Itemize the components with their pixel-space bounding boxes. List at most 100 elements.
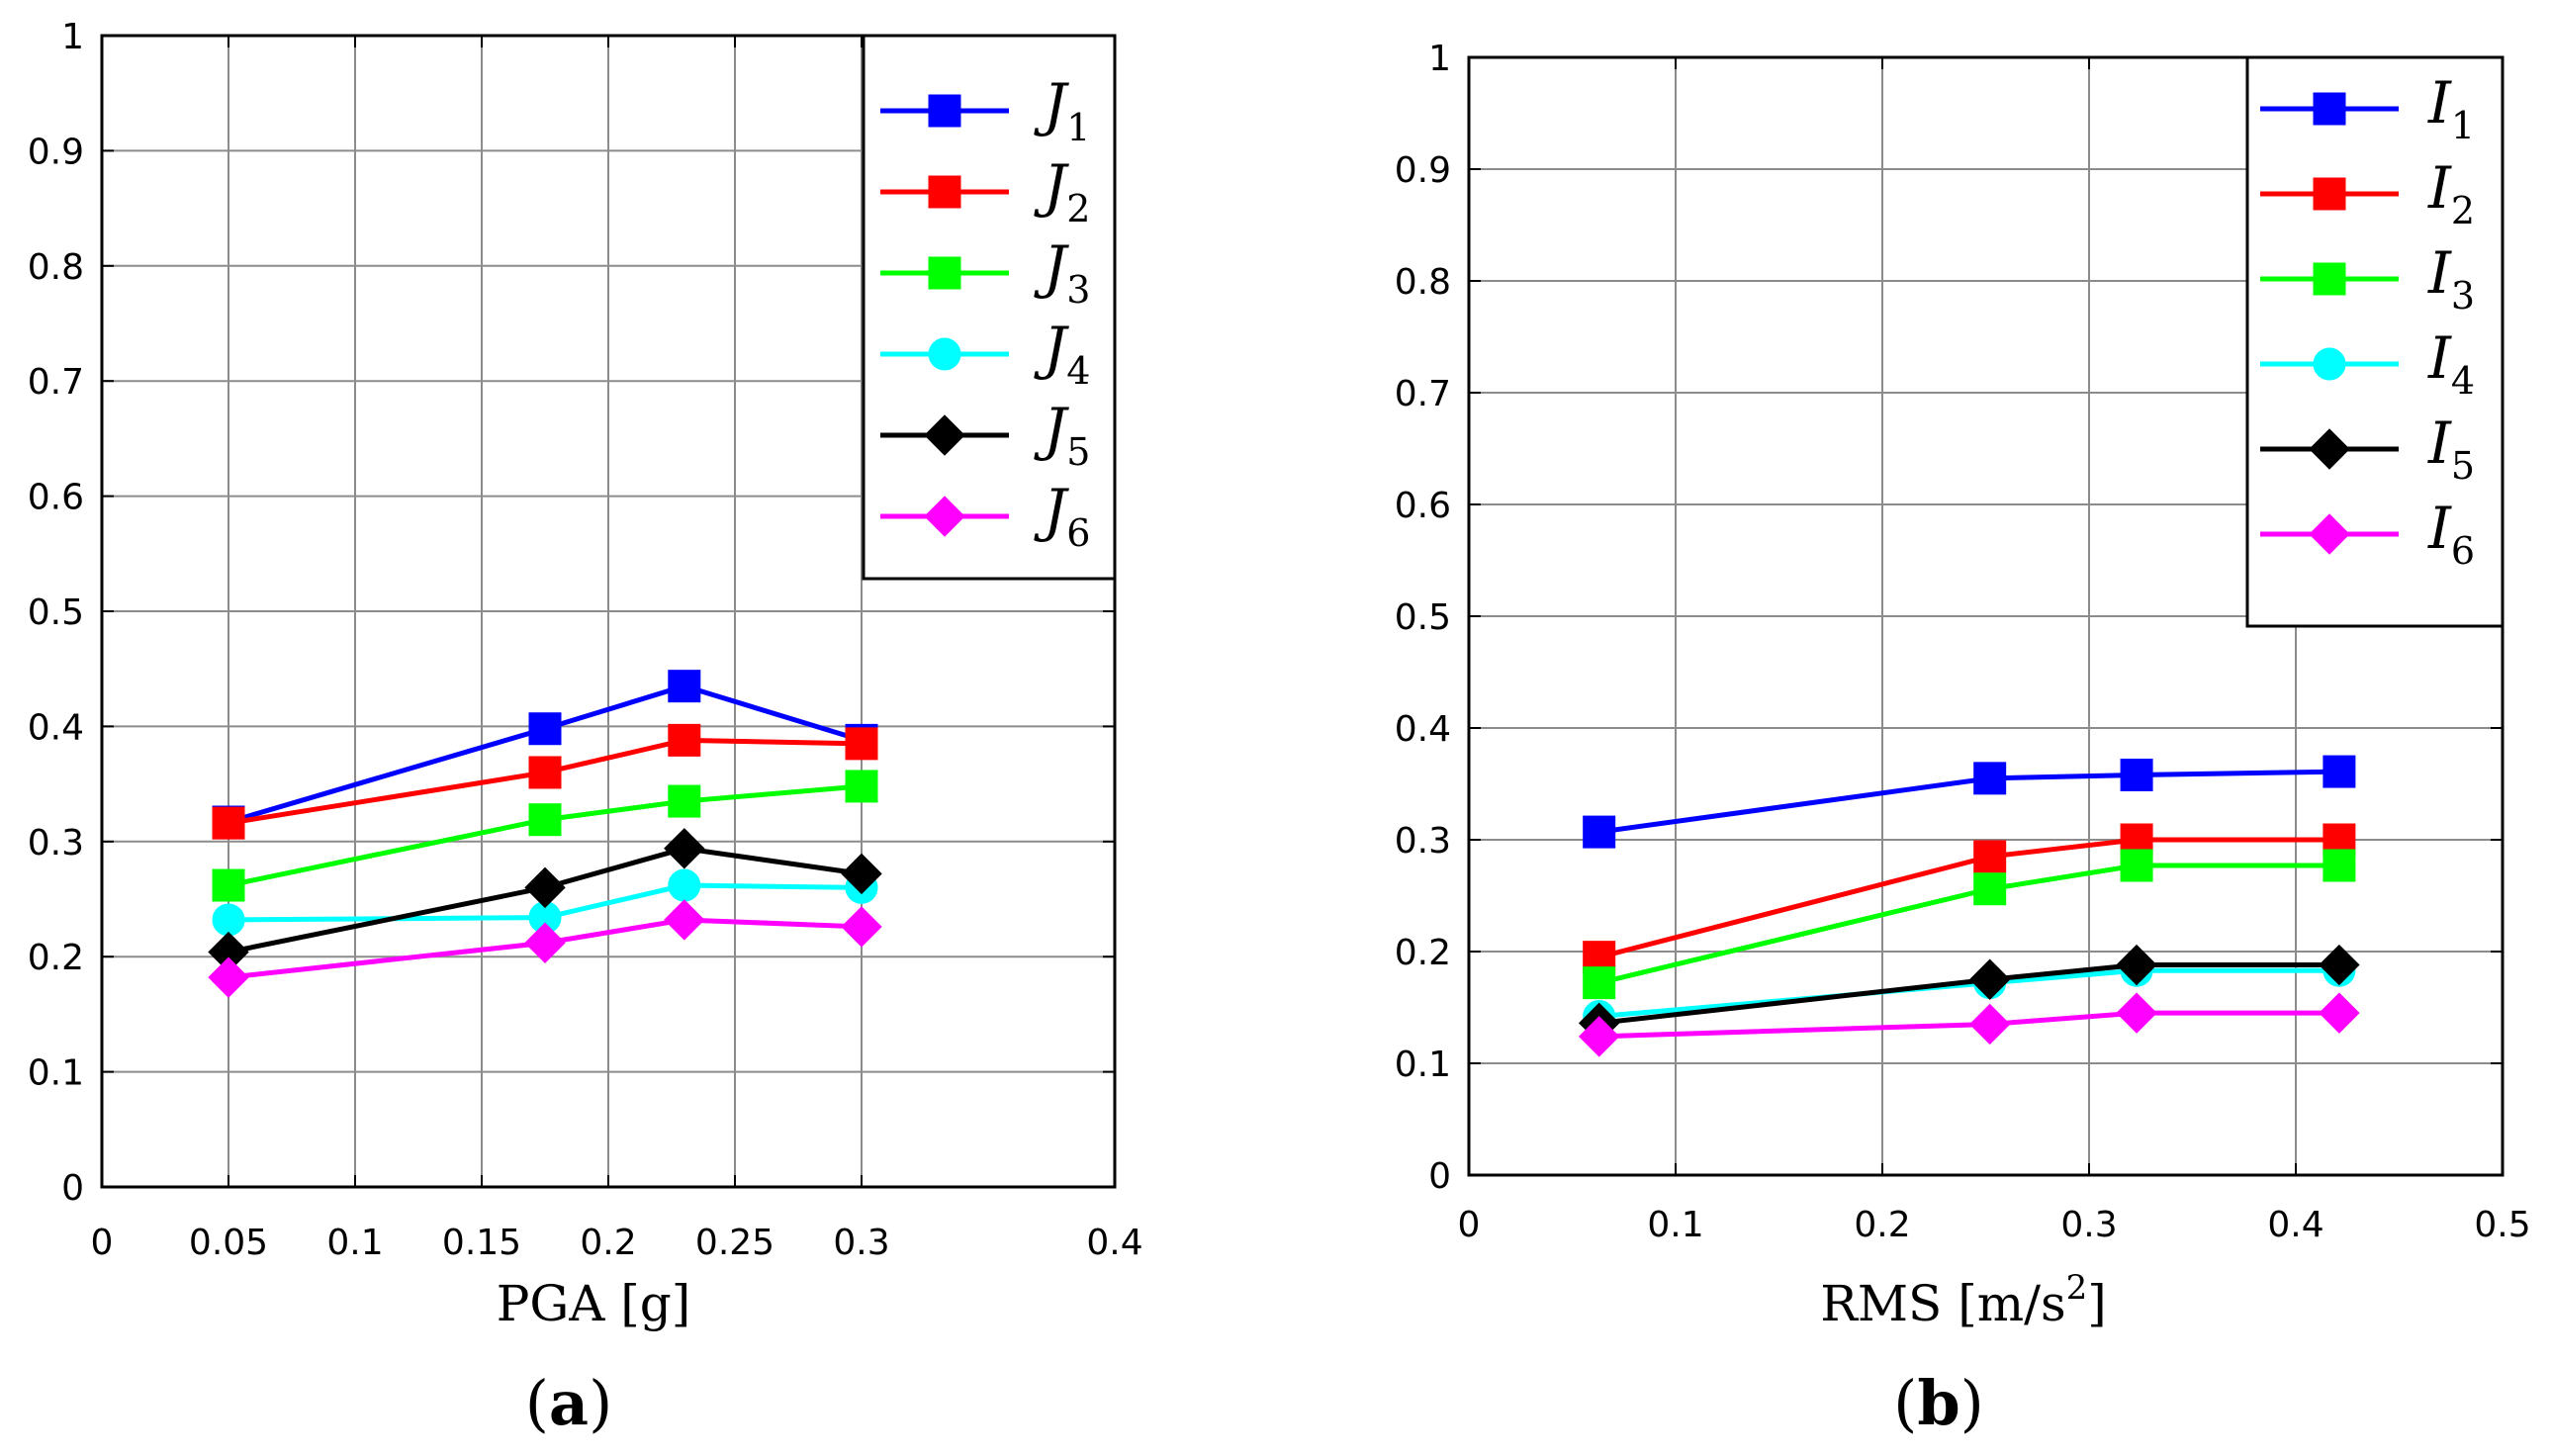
x-axis-label-text: RMS [m/s bbox=[1820, 1275, 2065, 1332]
y-tick-label: 0 bbox=[1428, 1156, 1451, 1197]
data-point bbox=[668, 868, 701, 902]
data-point bbox=[668, 670, 701, 703]
data-point bbox=[2319, 944, 2360, 986]
y-tick-label: 0.7 bbox=[1395, 374, 1451, 414]
y-tick-label: 0.2 bbox=[1395, 933, 1451, 973]
y-tick-label: 0.9 bbox=[1395, 150, 1451, 191]
legend-box bbox=[862, 34, 1117, 581]
data-point bbox=[2323, 849, 2356, 882]
panel-label: (b) bbox=[1893, 1367, 1984, 1439]
legend-label: I6 bbox=[2427, 495, 2475, 573]
legend-label-main: I bbox=[2427, 69, 2452, 136]
data-point bbox=[1968, 1003, 2011, 1046]
legend-label-main: I bbox=[2427, 495, 2452, 562]
data-point bbox=[2120, 758, 2153, 791]
x-tick-label: 0.3 bbox=[833, 1223, 889, 1263]
legend-box bbox=[2245, 55, 2505, 628]
y-tick-label: 0.3 bbox=[28, 823, 84, 864]
series-line bbox=[1598, 769, 2339, 835]
data-point bbox=[1973, 840, 2007, 873]
x-tick-label: 0.4 bbox=[2267, 1205, 2323, 1245]
grid bbox=[1469, 57, 2503, 1175]
chart-a: 0 0.1 0.2 0.3 0.4 0.5 0.6 0.7 0.8 0.9 1 0 0.05 0.1 0.1… bbox=[28, 17, 1143, 1439]
series-j2 bbox=[212, 723, 878, 840]
data-point bbox=[1973, 872, 2007, 906]
legend-label-main: I bbox=[2427, 154, 2452, 222]
data-point bbox=[524, 866, 566, 909]
series-line bbox=[1598, 863, 2339, 986]
y-tick-label: 0.8 bbox=[1395, 262, 1451, 303]
legend-item-i3: I3 bbox=[2260, 239, 2475, 318]
data-point bbox=[212, 868, 245, 902]
x-tick-label: 0.4 bbox=[1086, 1223, 1142, 1263]
x-axis-label-text: PGA [g] bbox=[497, 1275, 691, 1332]
legend-swatch-marker bbox=[2313, 347, 2346, 381]
legend-item-i2: I2 bbox=[2260, 154, 2475, 232]
x-tick-label: 0.3 bbox=[2060, 1205, 2117, 1245]
series-line bbox=[1598, 837, 2339, 960]
y-tick-label: 0.4 bbox=[1395, 709, 1451, 750]
legend-swatch-marker bbox=[928, 94, 961, 128]
panel-label-close: ) bbox=[589, 1367, 612, 1439]
legend-label-sub: 1 bbox=[1066, 106, 1090, 149]
legend-swatch-marker bbox=[924, 414, 965, 456]
x-tick-label: 0.5 bbox=[2474, 1205, 2530, 1245]
series-line bbox=[228, 783, 863, 888]
y-tick-label: 0.6 bbox=[28, 478, 84, 518]
x-tick-label: 0.15 bbox=[442, 1223, 521, 1263]
panel-label-open: ( bbox=[1893, 1367, 1917, 1439]
series-j5 bbox=[208, 828, 882, 973]
y-tick-label: 0.5 bbox=[1395, 597, 1451, 638]
legend-item-i1: I1 bbox=[2260, 69, 2475, 147]
y-tick-label: 0.9 bbox=[28, 132, 84, 172]
y-tick-label: 0.1 bbox=[28, 1053, 84, 1094]
data-point bbox=[664, 828, 705, 869]
legend-swatch-marker bbox=[924, 496, 965, 537]
x-tick-label: 0 bbox=[1458, 1205, 1481, 1245]
x-tick-label: 0.05 bbox=[189, 1223, 268, 1263]
legend-label-sub: 1 bbox=[2451, 104, 2475, 147]
legend-label-sub: 6 bbox=[2451, 529, 2475, 573]
legend-label-sub: 4 bbox=[1066, 349, 1090, 393]
legend-swatch-marker bbox=[2313, 177, 2346, 211]
series-line bbox=[228, 683, 863, 825]
x-axis-label: RMS [m/s2] bbox=[1820, 1268, 2107, 1332]
legend-swatch-marker bbox=[928, 337, 961, 371]
x-tick-label: 0.1 bbox=[326, 1223, 383, 1263]
legend-swatch-marker bbox=[2309, 428, 2350, 470]
data-point bbox=[1973, 762, 2007, 795]
data-point bbox=[524, 922, 566, 963]
legend-label-sub: 5 bbox=[1066, 430, 1090, 474]
legend-label-sub: 5 bbox=[2451, 444, 2475, 488]
data-point bbox=[2323, 755, 2356, 788]
legend-label: I3 bbox=[2427, 239, 2475, 318]
data-point bbox=[528, 756, 562, 789]
legend-swatch-marker bbox=[2313, 262, 2346, 296]
x-tick-label: 0 bbox=[91, 1223, 114, 1263]
grid bbox=[102, 36, 1115, 1187]
chart-b: 0 0.1 0.2 0.3 0.4 0.5 0.6 0.7 0.8 0.9 1 0 0.1 0.2 0.3 0… bbox=[1395, 39, 2531, 1439]
data-point bbox=[1968, 958, 2011, 1000]
legend-item-i4: I4 bbox=[2260, 324, 2475, 403]
data-point bbox=[664, 899, 705, 941]
legend-item-i5: I5 bbox=[2260, 410, 2475, 488]
y-tick-label: 0.4 bbox=[28, 707, 84, 748]
series-line bbox=[228, 737, 863, 826]
legend-label: I1 bbox=[2427, 69, 2475, 147]
data-point bbox=[212, 903, 245, 937]
data-point bbox=[668, 784, 701, 818]
series-i3 bbox=[1583, 849, 2356, 1000]
y-tick-label: 0.2 bbox=[28, 938, 84, 978]
data-point bbox=[528, 712, 562, 746]
data-point bbox=[1583, 815, 1616, 849]
x-tick-label: 0.1 bbox=[1647, 1205, 1703, 1245]
y-tick-label: 0.1 bbox=[1395, 1045, 1451, 1085]
legend-label-sub: 2 bbox=[2451, 189, 2475, 232]
data-point bbox=[1583, 966, 1616, 1000]
y-tick-label: 0.6 bbox=[1395, 486, 1451, 526]
legend-label-main: I bbox=[2427, 410, 2452, 477]
legend-item-i6: I6 bbox=[2260, 495, 2475, 573]
